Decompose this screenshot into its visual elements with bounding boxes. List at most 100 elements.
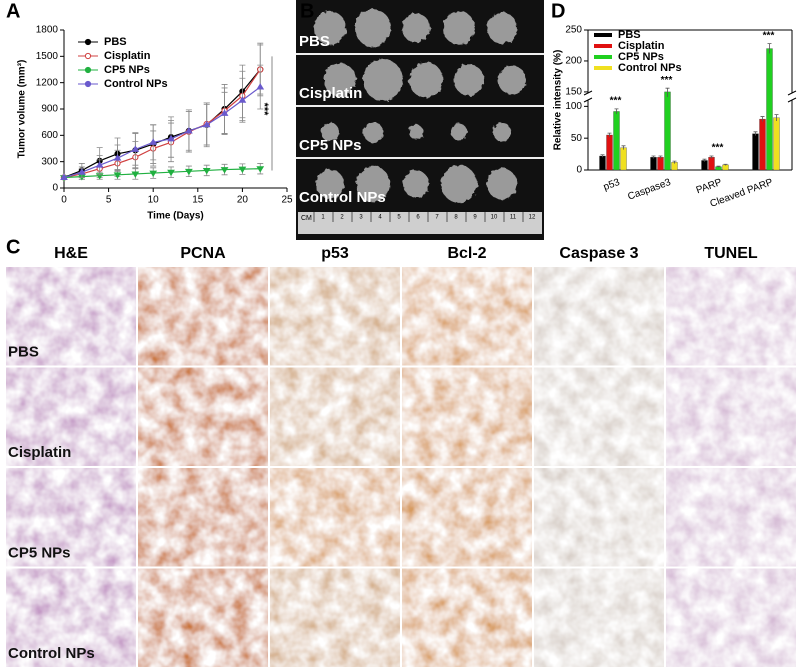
annotation: *** bbox=[763, 30, 775, 41]
histology-image bbox=[138, 468, 268, 567]
row-label: Control NPs bbox=[8, 645, 95, 662]
photo-label: Cisplatin bbox=[299, 85, 362, 102]
histology-image bbox=[534, 267, 664, 366]
tumor bbox=[402, 13, 430, 43]
bar bbox=[657, 157, 664, 171]
marker bbox=[184, 168, 193, 176]
histology-image bbox=[270, 568, 400, 667]
tumor bbox=[403, 170, 429, 198]
histology-image bbox=[138, 267, 268, 366]
histology-image bbox=[666, 367, 796, 466]
tumor bbox=[454, 64, 484, 96]
marker bbox=[131, 171, 140, 178]
y-tick-label: 0 bbox=[576, 165, 582, 176]
y-tick-label: 200 bbox=[565, 56, 582, 67]
tumor bbox=[441, 165, 477, 203]
legend-swatch bbox=[594, 44, 612, 48]
row-label: PBS bbox=[8, 343, 39, 360]
y-axis-label: Relative intensity (%) bbox=[553, 50, 564, 151]
tumor bbox=[498, 65, 526, 95]
y-tick-label: 50 bbox=[571, 133, 583, 144]
axis-break bbox=[583, 90, 797, 103]
bar bbox=[708, 157, 715, 171]
error-bar bbox=[658, 155, 663, 159]
y-tick-label: 600 bbox=[41, 130, 58, 141]
ruler-number: 12 bbox=[529, 215, 536, 221]
y-tick-label: 0 bbox=[52, 183, 58, 194]
y-tick-label: 1800 bbox=[36, 25, 59, 36]
tumor bbox=[487, 12, 517, 44]
error-bar bbox=[651, 155, 656, 159]
annotation: *** bbox=[712, 143, 724, 154]
legend-label: Control NPs bbox=[104, 78, 168, 90]
ruler-label: CM bbox=[301, 215, 312, 222]
photo-label: PBS bbox=[299, 33, 330, 50]
histology-image bbox=[666, 568, 796, 667]
tumor bbox=[316, 169, 344, 199]
y-tick-label: 900 bbox=[41, 104, 58, 115]
x-tick-label: 15 bbox=[192, 195, 204, 206]
bar bbox=[664, 91, 671, 171]
marker bbox=[77, 168, 86, 175]
histology-image bbox=[270, 468, 400, 567]
bar bbox=[701, 160, 708, 171]
histology-image bbox=[402, 367, 532, 466]
histology-image bbox=[666, 468, 796, 567]
error-bar bbox=[672, 160, 677, 164]
photo-label: CP5 NPs bbox=[299, 137, 362, 154]
x-tick-label: PARP bbox=[695, 177, 724, 197]
histology-image bbox=[534, 468, 664, 567]
error-bar bbox=[774, 114, 779, 121]
error-bar bbox=[723, 163, 728, 166]
bar bbox=[722, 164, 729, 171]
legend-marker bbox=[84, 52, 92, 60]
tumor bbox=[493, 122, 511, 142]
legend-marker bbox=[84, 38, 92, 46]
panel-label: B bbox=[300, 0, 314, 22]
y-tick-label: 300 bbox=[41, 156, 58, 167]
ruler-number: 10 bbox=[491, 215, 498, 221]
histology-image bbox=[534, 568, 664, 667]
error-bar bbox=[760, 116, 765, 122]
panel-label: D bbox=[551, 0, 565, 22]
tumor bbox=[363, 59, 403, 101]
marker bbox=[202, 120, 211, 128]
legend-swatch bbox=[594, 66, 612, 70]
column-header: H&E bbox=[54, 245, 88, 262]
y-tick-label: 250 bbox=[565, 25, 582, 36]
x-tick-label: 0 bbox=[61, 195, 67, 206]
series-line bbox=[63, 168, 261, 179]
legend-label: CP5 NPs bbox=[618, 51, 664, 63]
marker bbox=[167, 169, 175, 177]
x-tick-label: 25 bbox=[281, 195, 293, 206]
bar bbox=[766, 48, 773, 171]
ruler-number: 1 bbox=[321, 215, 325, 221]
bar bbox=[773, 117, 780, 171]
histology-image bbox=[6, 568, 136, 667]
annotation: *** bbox=[258, 103, 270, 117]
x-axis-label: Time (Days) bbox=[147, 211, 204, 222]
tumor bbox=[363, 121, 383, 143]
column-header: Bcl-2 bbox=[447, 245, 486, 262]
column-header: Caspase 3 bbox=[559, 245, 638, 262]
ruler-number: 3 bbox=[359, 215, 363, 221]
tumor bbox=[355, 9, 391, 47]
y-tick-label: 1500 bbox=[36, 51, 59, 62]
legend-swatch bbox=[594, 33, 612, 37]
ruler-number: 9 bbox=[473, 215, 477, 221]
marker bbox=[202, 167, 211, 175]
ruler bbox=[298, 212, 542, 234]
error-bar bbox=[600, 154, 605, 158]
series-line bbox=[63, 69, 261, 179]
error-bar bbox=[709, 155, 714, 159]
legend-label: CP5 NPs bbox=[104, 64, 150, 76]
legend-label: Cisplatin bbox=[618, 40, 665, 52]
tumor bbox=[443, 11, 475, 45]
marker bbox=[60, 173, 68, 180]
marker bbox=[95, 161, 104, 168]
error-bar bbox=[753, 131, 758, 136]
marker bbox=[113, 154, 122, 161]
marker bbox=[256, 166, 265, 173]
tumor bbox=[409, 124, 423, 140]
